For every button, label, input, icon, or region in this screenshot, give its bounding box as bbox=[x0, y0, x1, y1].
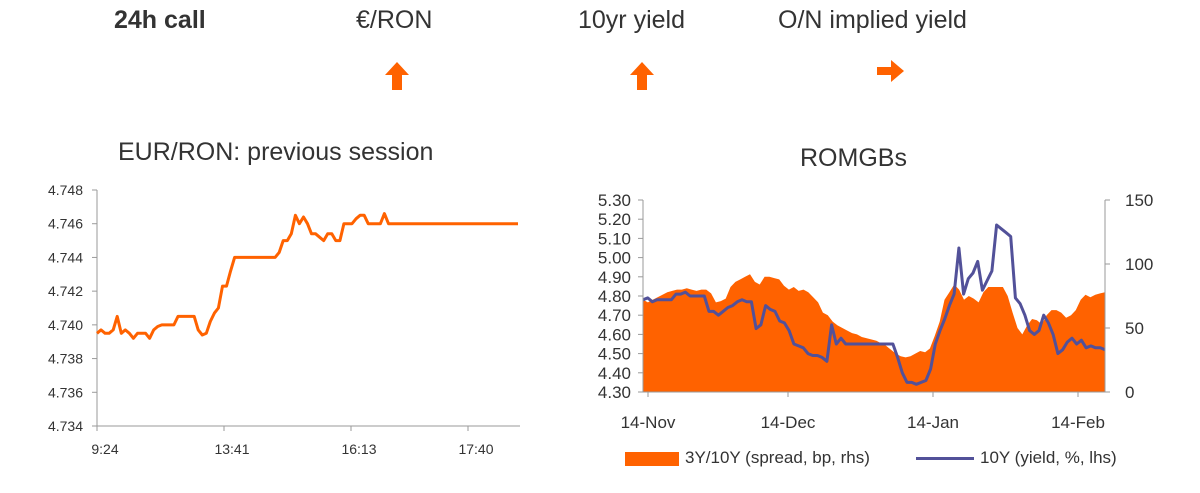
y-right-tick-label: 100 bbox=[1125, 255, 1153, 274]
arrow-up-icon bbox=[630, 62, 654, 90]
y-tick-label: 4.746 bbox=[48, 216, 83, 232]
y-left-tick-label: 5.10 bbox=[598, 229, 631, 248]
y-right-tick-label: 0 bbox=[1125, 383, 1134, 402]
arrow-up-icon bbox=[385, 62, 409, 90]
legend-label-spread: 3Y/10Y (spread, bp, rhs) bbox=[685, 448, 870, 467]
series-line-eur-ron bbox=[96, 212, 518, 340]
y-left-tick-label: 4.60 bbox=[598, 325, 631, 344]
y-left-tick-label: 4.50 bbox=[598, 345, 631, 364]
x-tick-label: 13:41 bbox=[214, 441, 249, 457]
y-tick-label: 4.744 bbox=[48, 249, 83, 265]
legend-item-yield: 10Y (yield, %, lhs) bbox=[916, 448, 1117, 468]
x-tick-label: 14-Jan bbox=[907, 413, 959, 432]
header-item-10yr-yield: 10yr yield bbox=[578, 6, 685, 34]
series-area-spread bbox=[643, 274, 1105, 392]
y-left-tick-label: 4.90 bbox=[598, 268, 631, 287]
romgbs-chart: 5.305.205.105.004.904.804.704.604.504.40… bbox=[598, 191, 1153, 432]
eur-ron-chart: 4.748 4.746 4.744 4.742 4.740 4.738 4.736 4.734… bbox=[48, 182, 520, 457]
x-tick-label: 17:40 bbox=[458, 441, 493, 457]
header-item-on-implied-yield: O/N implied yield bbox=[778, 6, 967, 34]
header-item-eur-ron: €/RON bbox=[356, 6, 433, 34]
y-left-tick-label: 5.20 bbox=[598, 210, 631, 229]
x-tick-label: 14-Feb bbox=[1051, 413, 1105, 432]
y-tick-label: 4.734 bbox=[48, 418, 83, 434]
y-left-tick-label: 5.00 bbox=[598, 249, 631, 268]
y-left-tick-label: 4.30 bbox=[598, 383, 631, 402]
legend-label-yield: 10Y (yield, %, lhs) bbox=[980, 448, 1117, 467]
chart-title-romgbs: ROMGBs bbox=[800, 144, 907, 172]
y-tick-label: 4.736 bbox=[48, 384, 83, 400]
call-label: 24h call bbox=[114, 6, 206, 34]
x-tick-label: 14-Dec bbox=[761, 413, 816, 432]
y-right-tick-label: 150 bbox=[1125, 191, 1153, 210]
y-left-tick-label: 4.40 bbox=[598, 364, 631, 383]
series-line-10y-yield bbox=[642, 223, 1106, 386]
legend-swatch-spread bbox=[625, 451, 679, 466]
y-tick-label: 4.740 bbox=[48, 317, 83, 333]
y-tick-label: 4.742 bbox=[48, 283, 83, 299]
y-tick-label: 4.748 bbox=[48, 182, 83, 198]
y-right-tick-label: 50 bbox=[1125, 319, 1144, 338]
y-left-tick-label: 4.70 bbox=[598, 306, 631, 325]
x-tick-label: 16:13 bbox=[341, 441, 376, 457]
y-left-tick-label: 4.80 bbox=[598, 287, 631, 306]
x-tick-label: 14-Nov bbox=[621, 413, 676, 432]
arrow-right-icon bbox=[877, 60, 904, 82]
y-tick-label: 4.738 bbox=[48, 351, 83, 367]
chart-title-eur-ron: EUR/RON: previous session bbox=[118, 138, 434, 166]
y-left-tick-label: 5.30 bbox=[598, 191, 631, 210]
legend-item-spread: 3Y/10Y (spread, bp, rhs) bbox=[625, 448, 870, 468]
x-tick-label: 9:24 bbox=[91, 441, 118, 457]
legend-swatch-yield bbox=[916, 457, 974, 461]
